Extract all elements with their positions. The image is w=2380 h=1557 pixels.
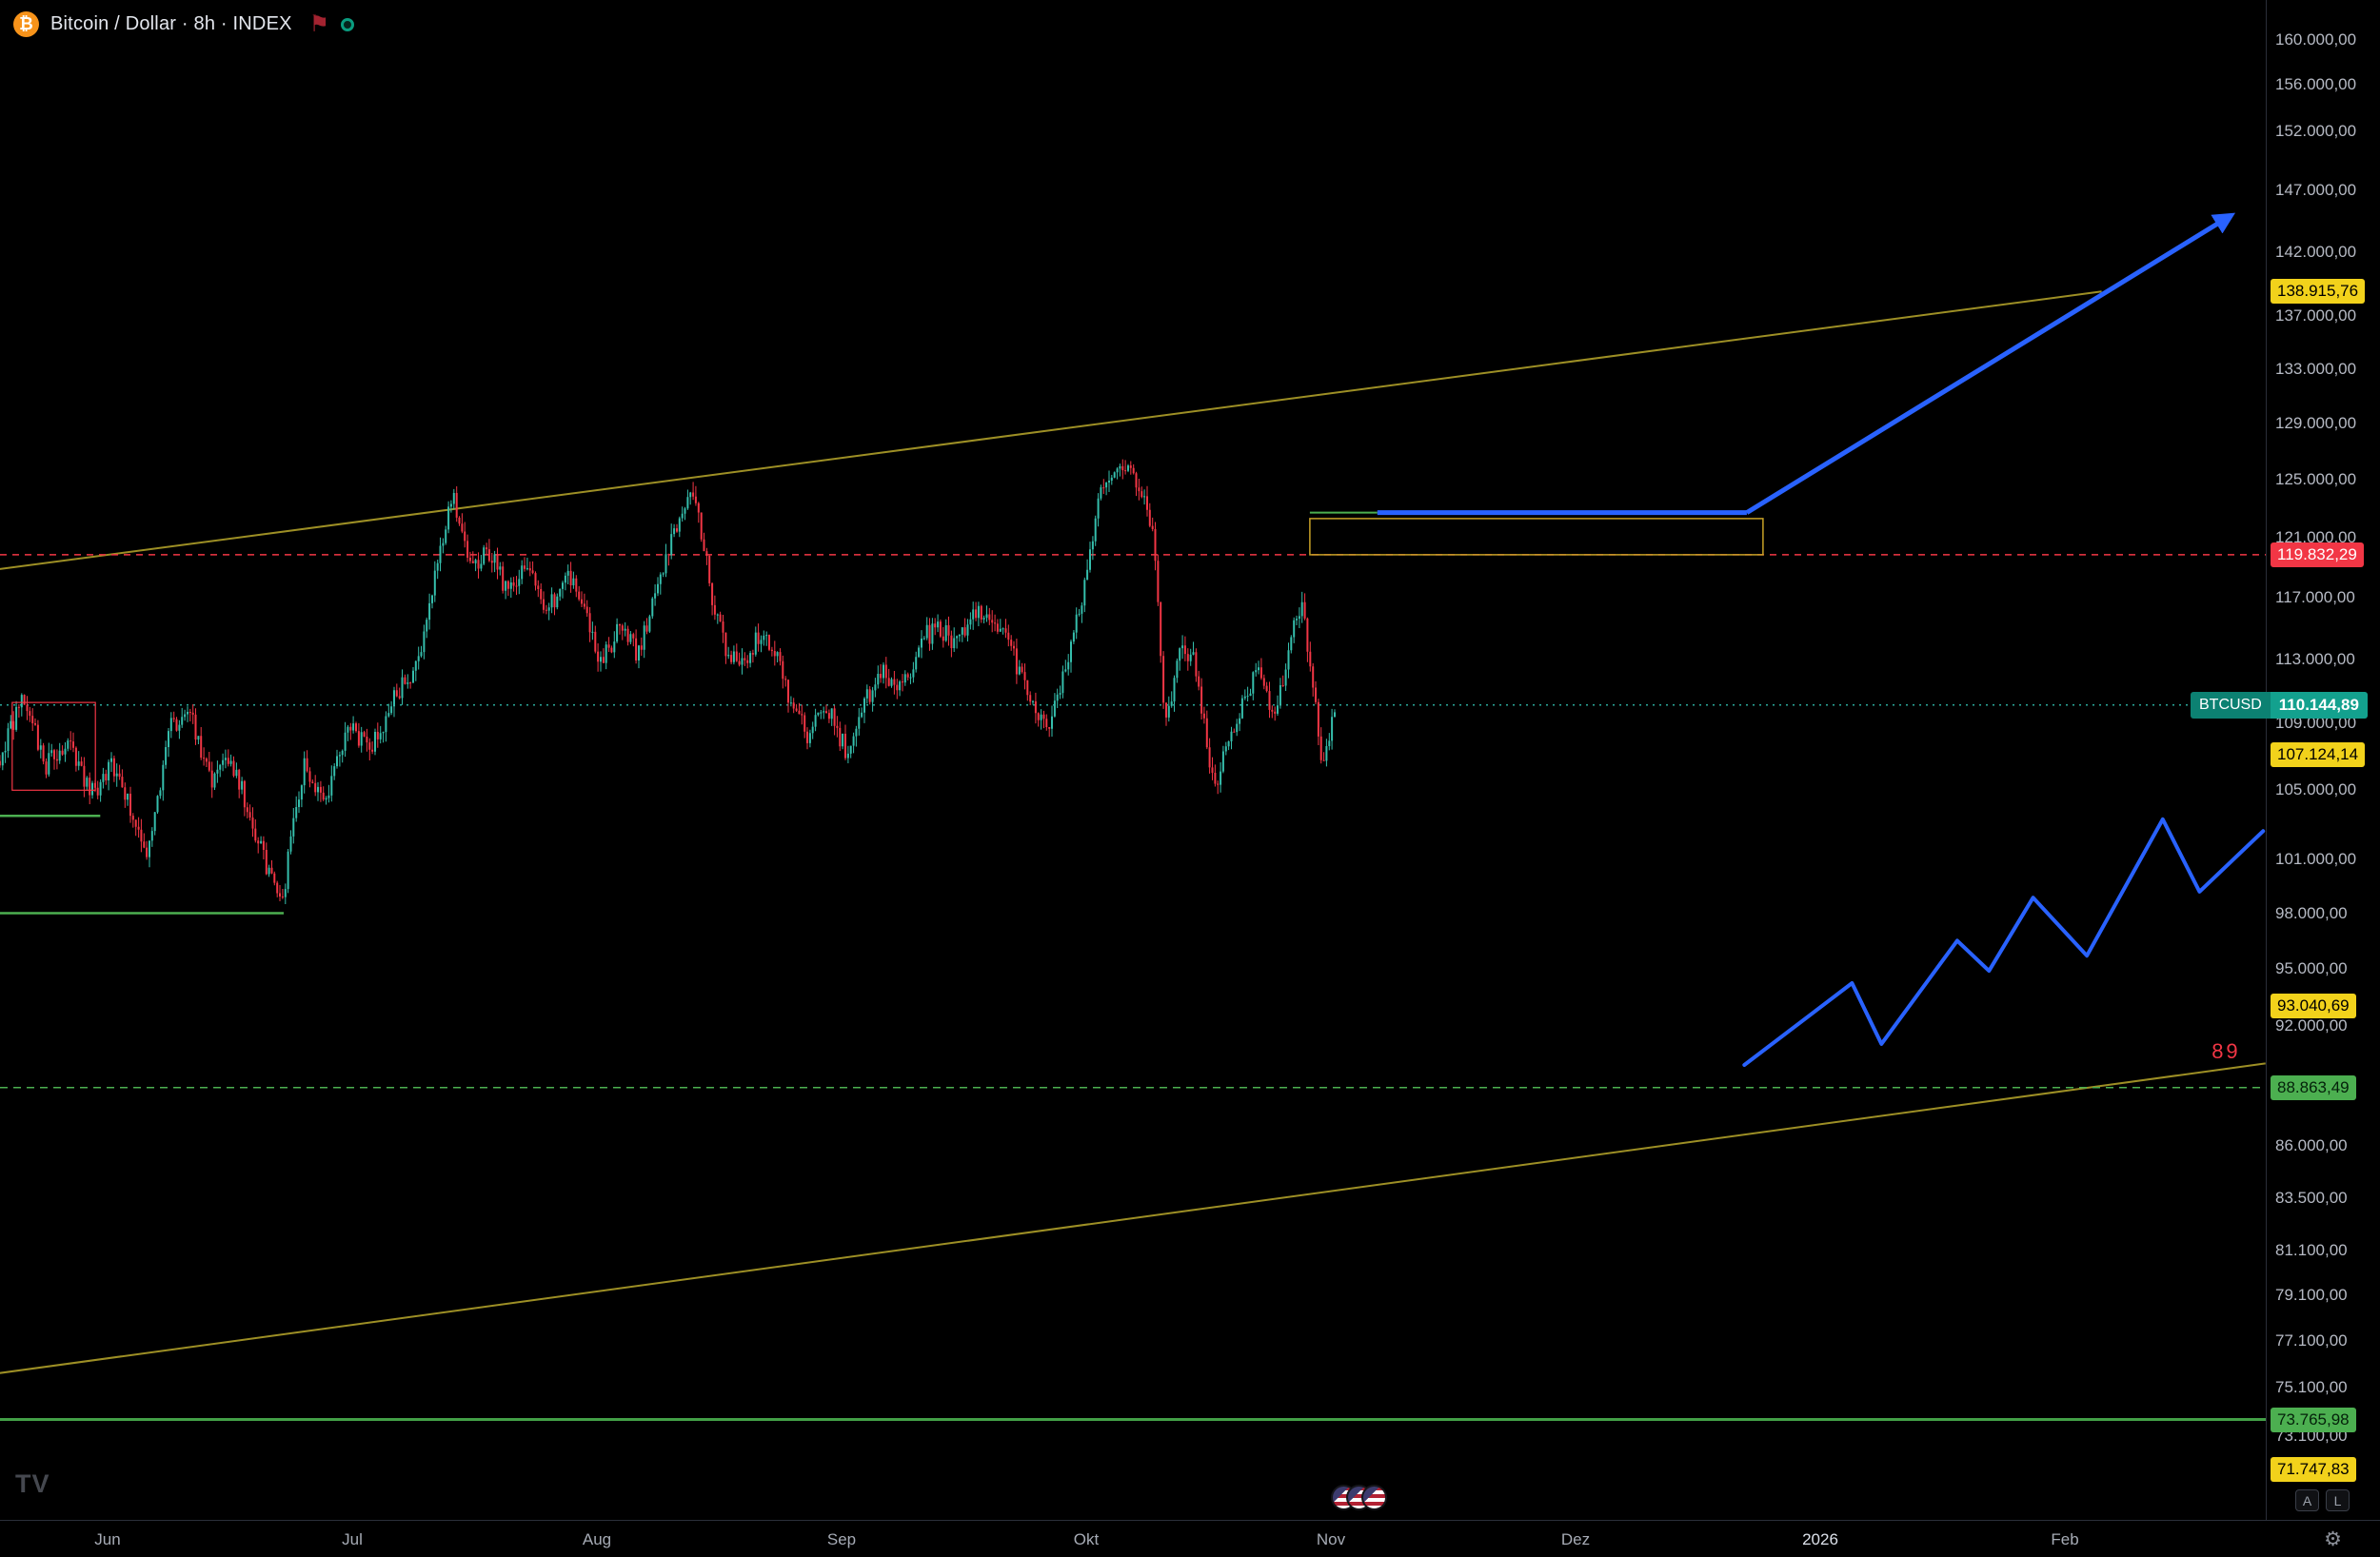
current-price-symbol: BTCUSD [2191,691,2271,719]
price-tick-label: 83.500,00 [2275,1189,2348,1208]
price-tick-label: 156.000,00 [2275,74,2357,93]
price-level-label[interactable]: 93.040,69 [2271,993,2356,1018]
time-axis-label: Aug [582,1530,612,1548]
price-tick-label: 147.000,00 [2275,181,2357,200]
price-level-label[interactable]: 107.124,14 [2271,741,2366,767]
time-axis-label: Okt [1073,1530,1100,1548]
price-level-label[interactable]: 138.915,76 [2271,279,2366,305]
event-flag-icon[interactable] [1361,1485,1387,1510]
price-tick-label: 79.100,00 [2275,1285,2348,1304]
log-scale-button[interactable]: L [2326,1489,2350,1511]
time-axis-label: Dez [1560,1530,1591,1548]
price-tick-label: 121.000,00 [2275,527,2357,546]
price-tick-label: 86.000,00 [2275,1136,2348,1155]
svg-text:89: 89 [2211,1039,2240,1063]
price-tick-label: 160.000,00 [2275,30,2357,49]
price-level-label[interactable]: 73.765,98 [2271,1407,2356,1432]
time-axis-label: Nov [1316,1530,1346,1548]
time-axis-label: 2026 [1802,1530,1838,1548]
price-tick-label: 117.000,00 [2275,587,2355,606]
price-tick-label: 81.100,00 [2275,1241,2348,1260]
price-tick-label: 142.000,00 [2275,243,2357,261]
settings-gear-icon[interactable]: ⚙ [2324,1528,2342,1550]
price-level-label[interactable]: 88.863,49 [2271,1074,2356,1100]
price-tick-label: 137.000,00 [2275,306,2357,325]
time-axis[interactable]: ⚙ Jun Jul Aug Sep Okt Nov Dez 2026 Feb [0,1520,2380,1557]
price-tick-label: 92.000,00 [2275,1015,2348,1035]
price-tick-label: 75.100,00 [2275,1377,2348,1396]
price-tick-label: 98.000,00 [2275,903,2348,922]
tradingview-logo: TV [15,1469,50,1498]
current-price-label[interactable]: BTCUSD 110.144,89 [2191,691,2368,719]
connection-status-icon[interactable] [341,17,355,31]
time-axis-label: Jul [342,1530,363,1548]
price-tick-label: 133.000,00 [2275,359,2357,378]
symbol-header: ₿ Bitcoin / Dollar · 8h · INDEX ⚑ [13,10,355,37]
flag-icon[interactable]: ⚑ [308,10,330,37]
chart-canvas[interactable]: 89 [0,0,2266,1520]
price-tick-label: 129.000,00 [2275,413,2357,432]
price-axis[interactable]: A L 160.000,00 156.000,00 152.000,00 147.00… [2191,0,2380,1520]
chart-area[interactable]: 89 ₿ Bitcoin / Dollar · 8h · INDEX ⚑ TV [0,0,2266,1520]
price-tick-label: 125.000,00 [2275,469,2357,488]
economic-event-icons[interactable] [1331,1485,1387,1510]
bitcoin-icon: ₿ [13,11,39,37]
price-level-label[interactable]: 119.832,29 [2271,542,2364,567]
auto-scale-button[interactable]: A [2295,1489,2319,1511]
price-tick-label: 105.000,00 [2275,780,2357,799]
symbol-title[interactable]: Bitcoin / Dollar · 8h · INDEX [50,13,292,34]
price-tick-label: 109.000,00 [2275,714,2357,733]
time-axis-label: Jun [94,1530,121,1548]
time-axis-label: Feb [2051,1530,2079,1548]
price-tick-label: 101.000,00 [2275,850,2357,869]
price-tick-label: 95.000,00 [2275,958,2348,977]
price-tick-label: 152.000,00 [2275,121,2357,140]
time-axis-label: Sep [826,1530,857,1548]
price-tick-label: 77.100,00 [2275,1330,2348,1350]
price-level-label[interactable]: 71.747,83 [2271,1456,2356,1482]
scale-buttons: A L [2295,1489,2350,1511]
price-tick-label: 113.000,00 [2275,649,2355,668]
current-price-value: 110.144,89 [2270,691,2368,719]
